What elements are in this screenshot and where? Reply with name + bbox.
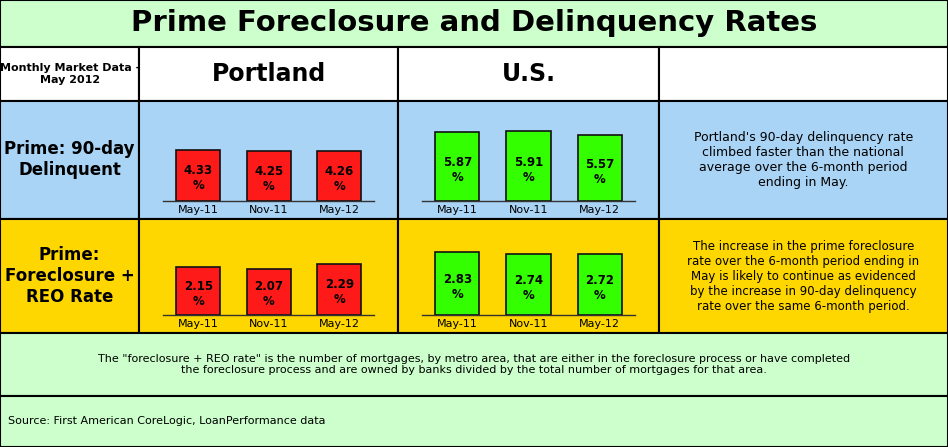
Bar xyxy=(318,264,361,315)
FancyBboxPatch shape xyxy=(398,101,659,219)
Text: 2.07
%: 2.07 % xyxy=(254,280,283,308)
Text: Prime Foreclosure and Delinquency Rates: Prime Foreclosure and Delinquency Rates xyxy=(131,9,817,38)
Text: 2.74
%: 2.74 % xyxy=(514,274,543,302)
Text: 2.72
%: 2.72 % xyxy=(585,274,614,302)
Text: The "foreclosure + REO rate" is the number of mortgages, by metro area, that are: The "foreclosure + REO rate" is the numb… xyxy=(98,354,850,375)
Text: 4.26
%: 4.26 % xyxy=(324,164,354,193)
Text: 2.15
%: 2.15 % xyxy=(184,279,213,308)
Bar xyxy=(435,132,480,201)
Text: Portland: Portland xyxy=(211,62,326,86)
FancyBboxPatch shape xyxy=(139,47,398,101)
FancyBboxPatch shape xyxy=(139,101,398,219)
Text: Monthly Market Data -
May 2012: Monthly Market Data - May 2012 xyxy=(0,63,139,84)
Text: Prime:
Foreclosure +
REO Rate: Prime: Foreclosure + REO Rate xyxy=(5,246,135,306)
Text: U.S.: U.S. xyxy=(501,62,556,86)
FancyBboxPatch shape xyxy=(0,101,139,219)
Text: 5.87
%: 5.87 % xyxy=(443,156,472,184)
Text: The increase in the prime foreclosure
rate over the 6-month period ending in
May: The increase in the prime foreclosure ra… xyxy=(687,240,920,312)
FancyBboxPatch shape xyxy=(659,219,948,333)
FancyBboxPatch shape xyxy=(0,219,139,333)
FancyBboxPatch shape xyxy=(659,47,948,101)
FancyBboxPatch shape xyxy=(0,0,948,47)
Bar xyxy=(318,151,361,201)
Bar xyxy=(246,151,291,201)
Bar xyxy=(246,269,291,315)
Text: 5.57
%: 5.57 % xyxy=(585,157,614,186)
Text: Prime: 90-day
Delinquent: Prime: 90-day Delinquent xyxy=(5,140,135,179)
FancyBboxPatch shape xyxy=(398,219,659,333)
Text: 2.83
%: 2.83 % xyxy=(443,273,472,301)
Text: Portland's 90-day delinquency rate
climbed faster than the national
average over: Portland's 90-day delinquency rate climb… xyxy=(694,131,913,189)
Bar xyxy=(577,135,622,201)
FancyBboxPatch shape xyxy=(398,47,659,101)
Bar xyxy=(176,267,220,315)
Text: 2.29
%: 2.29 % xyxy=(324,278,354,306)
FancyBboxPatch shape xyxy=(0,396,948,447)
FancyBboxPatch shape xyxy=(659,101,948,219)
FancyBboxPatch shape xyxy=(0,333,948,396)
Text: 5.91
%: 5.91 % xyxy=(514,156,543,184)
FancyBboxPatch shape xyxy=(139,219,398,333)
Text: 4.25
%: 4.25 % xyxy=(254,164,283,193)
Bar xyxy=(506,254,551,315)
FancyBboxPatch shape xyxy=(0,47,139,101)
Bar xyxy=(435,252,480,315)
Bar xyxy=(577,254,622,315)
Text: 4.33
%: 4.33 % xyxy=(184,164,213,192)
Bar xyxy=(176,150,220,201)
Text: Source: First American CoreLogic, LoanPerformance data: Source: First American CoreLogic, LoanPe… xyxy=(8,416,325,426)
Bar xyxy=(506,131,551,201)
